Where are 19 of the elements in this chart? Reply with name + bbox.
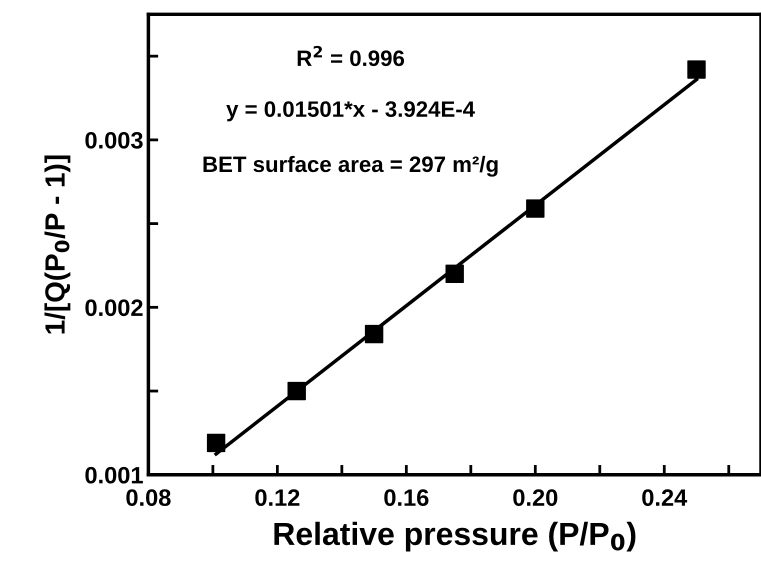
x-tick-label: 0.08 bbox=[126, 489, 171, 506]
x-tick-label: 0.16 bbox=[384, 489, 428, 506]
x-tick-label: 0.24 bbox=[642, 489, 688, 506]
point bbox=[288, 382, 306, 400]
point bbox=[364, 324, 384, 344]
x-tick-label: 0.20 bbox=[513, 489, 558, 506]
y-tick-label: 0.002 bbox=[85, 299, 143, 316]
annotation: y = 0.01501*x - 3.924E-4 bbox=[226, 101, 475, 122]
x-tick-label: 0.12 bbox=[255, 489, 300, 506]
point bbox=[687, 60, 706, 79]
y-axis-title: 1/[Q(P$_{0}$/P - 1)] bbox=[44, 156, 70, 334]
annotation: R$^{2}$ = 0.996 bbox=[298, 46, 404, 66]
point bbox=[206, 434, 226, 452]
y-tick-label: 0.003 bbox=[85, 132, 143, 149]
point bbox=[526, 199, 545, 218]
y-tick-label: 0.001 bbox=[85, 466, 143, 484]
annotation: BET surface area = 297 m²/g bbox=[204, 156, 498, 177]
x-axis-title: Relative pressure (P/P$_{0}$) bbox=[274, 522, 636, 552]
point bbox=[445, 264, 464, 284]
